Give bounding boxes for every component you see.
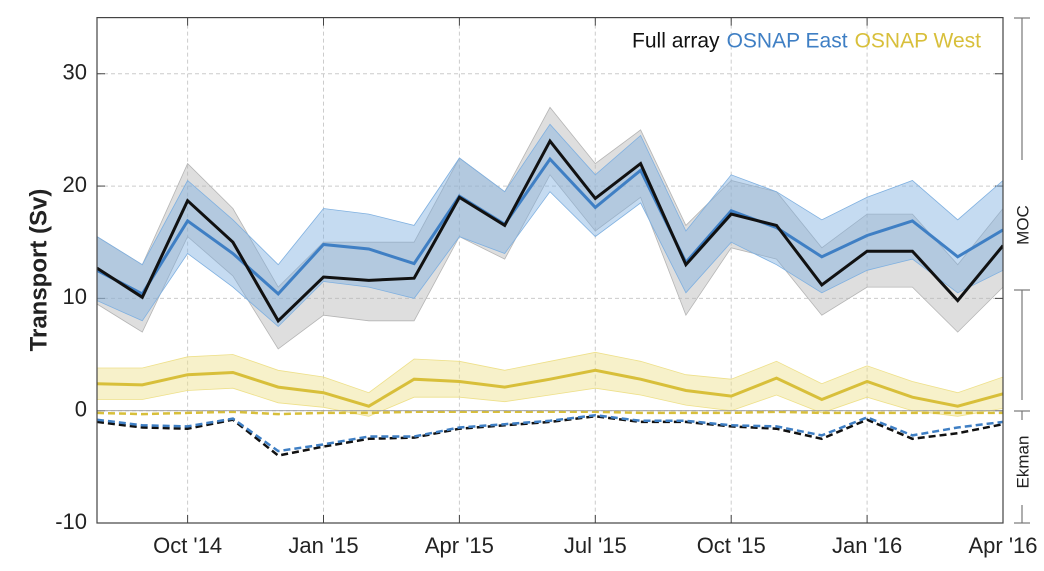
- band: [97, 351, 1003, 417]
- ekman-line: [97, 410, 1003, 416]
- x-tick-label: Apr '16: [968, 533, 1037, 558]
- x-tick-label: Jan '16: [832, 533, 902, 558]
- legend-entry: Full array: [632, 29, 720, 52]
- y-tick-label: 20: [63, 172, 87, 197]
- x-tick-label: Jan '15: [288, 533, 358, 558]
- series-line: [97, 138, 1003, 324]
- legend-entry: OSNAP West: [855, 29, 982, 52]
- x-tick-label: Jul '15: [564, 533, 627, 558]
- legend-entry: OSNAP East: [727, 29, 848, 52]
- y-axis-label: Transport (Sv): [25, 189, 52, 352]
- band: [97, 123, 1003, 328]
- plot: [97, 106, 1003, 457]
- annotation: MOC: [1013, 205, 1032, 245]
- legend: Full array OSNAP East OSNAP West: [632, 29, 981, 52]
- x-tick-label: Oct '15: [697, 533, 766, 558]
- annotation: Ekman: [1013, 436, 1032, 489]
- band: [97, 106, 1003, 350]
- x-tick-label: Oct '14: [153, 533, 222, 558]
- y-tick-label: 0: [75, 397, 87, 422]
- frame: [96, 17, 1004, 524]
- x-tick-label: Apr '15: [425, 533, 494, 558]
- y-tick-label: -10: [55, 509, 87, 534]
- y-tick-label: 30: [63, 60, 87, 85]
- series-line: [97, 368, 1003, 408]
- ekman-line: [97, 415, 1003, 457]
- y-tick-label: 10: [63, 284, 87, 309]
- bracket: [1014, 17, 1030, 524]
- ekman-line: [97, 413, 1003, 453]
